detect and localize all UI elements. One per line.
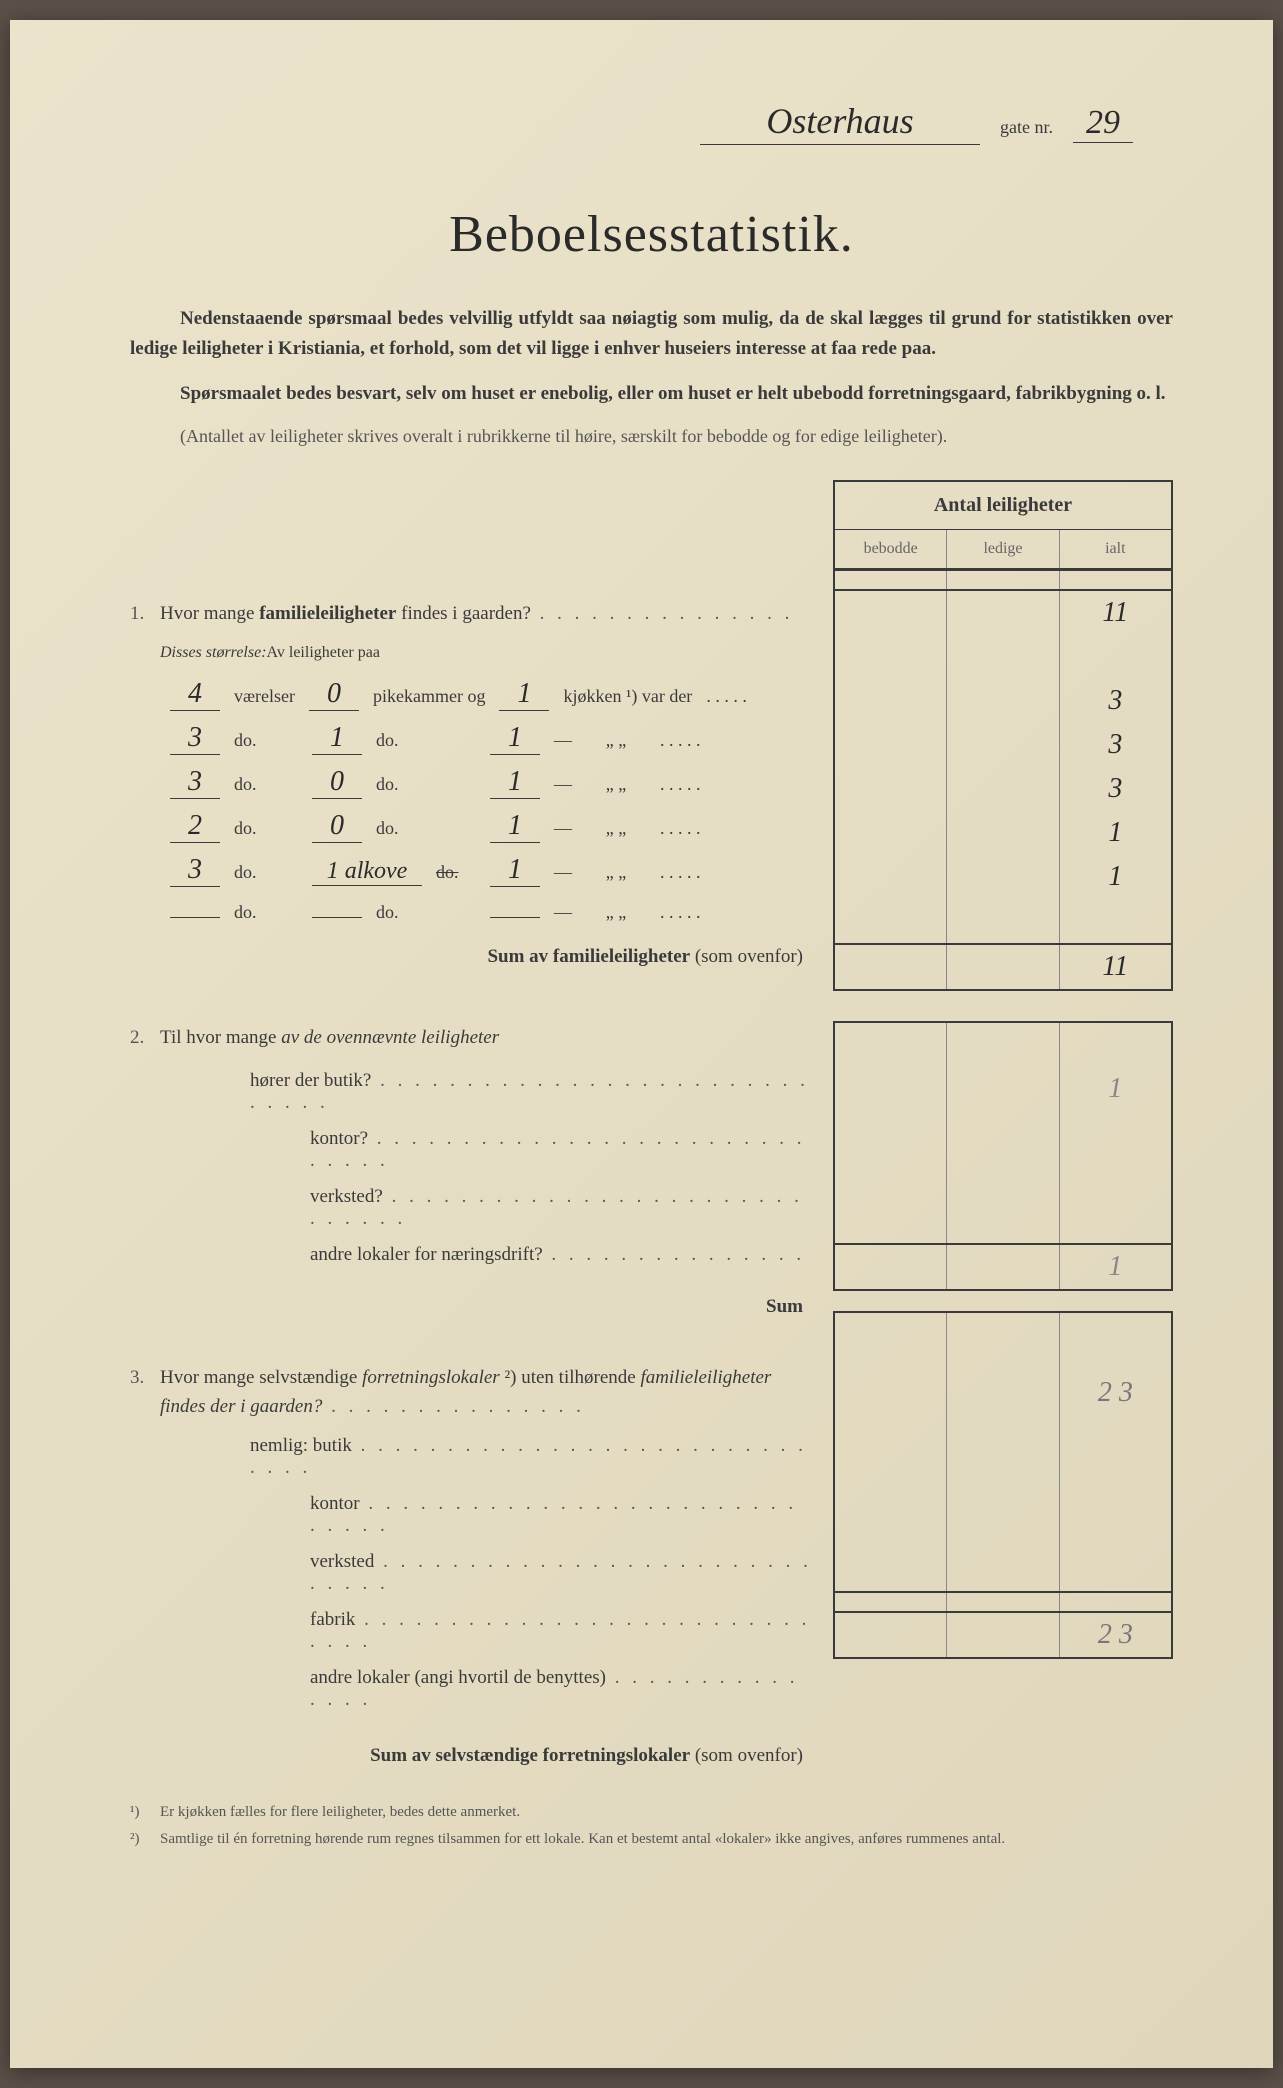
- q1-row: 1. Hvor mange familieleiligheter findes …: [130, 588, 813, 632]
- gate-label: gate nr.: [1000, 117, 1053, 138]
- totals-column: Antal leiligheter bebodde ledige ialt 11…: [833, 480, 1173, 1781]
- q3-fabrik: fabrik: [130, 1595, 813, 1653]
- q1-row5-cells: 1: [833, 855, 1173, 899]
- footnote-2: ²) Samtlige til én forretning hørende ru…: [130, 1828, 1173, 1851]
- q1-num: 1.: [130, 603, 160, 625]
- col-header-sub: bebodde ledige ialt: [835, 530, 1171, 568]
- street-name: Osterhaus: [700, 100, 980, 145]
- intro-p2: Spørsmaalet bedes besvart, selv om huset…: [130, 379, 1173, 409]
- q1-total-cells: 11: [833, 589, 1173, 635]
- q2-verksted: verksted?: [130, 1172, 813, 1230]
- q3-sum-cells: 2 3: [833, 1611, 1173, 1659]
- q2-text: Til hvor mange av de ovennævnte leilighe…: [160, 1024, 813, 1053]
- document-page: Osterhaus gate nr. 29 Beboelsesstatistik…: [10, 20, 1273, 2068]
- col-bebodde: bebodde: [835, 530, 947, 568]
- q2-butik: hører der butik?: [130, 1056, 813, 1114]
- q1-spec-row-1: 4 værelser 0 pikekammer og 1 kjøkken ¹) …: [130, 668, 813, 712]
- rooms-val: 4: [170, 678, 220, 711]
- q1-row3-cells: 3: [833, 767, 1173, 811]
- q1-spec-row-6: do. do. — „ „ . . . . .: [130, 888, 813, 932]
- q1-sum-cells: 11: [833, 943, 1173, 991]
- q1-size-label: Disses størrelse: Av leiligheter paa: [130, 632, 813, 668]
- q2-butik-cells: 1: [833, 1067, 1173, 1111]
- q2-row: 2. Til hvor mange av de ovennævnte leili…: [130, 1012, 813, 1056]
- intro-note: (Antallet av leiligheter skrives overalt…: [130, 423, 1173, 450]
- q2-sum-label: Sum: [130, 1282, 813, 1332]
- q1-row1-cells: 3: [833, 679, 1173, 723]
- kitchen-val: 1: [499, 678, 549, 711]
- q3-andre: andre lokaler (angi hvortil de benyttes): [130, 1653, 813, 1711]
- q2-num: 2.: [130, 1027, 160, 1049]
- footnotes: ¹) Er kjøkken fælles for flere leilighet…: [130, 1801, 1173, 1850]
- q1-sum: 11: [1060, 945, 1171, 989]
- footnote-1: ¹) Er kjøkken fælles for flere leilighet…: [130, 1801, 1173, 1824]
- q1-sum-label: Sum av familieleiligheter (som ovenfor): [130, 932, 813, 982]
- intro-p1: Nedenstaaende spørsmaal bedes velvillig …: [130, 304, 1173, 365]
- q1-text: Hvor mange familieleiligheter findes i g…: [160, 600, 813, 629]
- main-table: 1. Hvor mange familieleiligheter findes …: [130, 480, 1173, 1781]
- q3-verksted: verksted: [130, 1537, 813, 1595]
- q1-row2-cells: 3: [833, 723, 1173, 767]
- q1-spec-row-5: 3 do. 1 alkove do. 1 — „ „ . . . . .: [130, 844, 813, 888]
- q1-total: 11: [1060, 591, 1171, 635]
- q3-num: 3.: [130, 1367, 160, 1389]
- col-header: Antal leiligheter bebodde ledige ialt: [833, 480, 1173, 569]
- q1-spec-row-4: 2 do. 0 do. 1 — „ „ . . . . .: [130, 800, 813, 844]
- pk-val: 0: [309, 678, 359, 711]
- page-title: Beboelsesstatistik.: [130, 205, 1173, 264]
- q3-text: Hvor mange selvstændige forretningslokal…: [160, 1364, 813, 1421]
- q3-row: 3. Hvor mange selvstændige forretningslo…: [130, 1352, 813, 1421]
- q3-sum-label: Sum av selvstændige forretningslokaler (…: [130, 1731, 813, 1781]
- q1-row4-cells: 1: [833, 811, 1173, 855]
- questions-column: 1. Hvor mange familieleiligheter findes …: [130, 480, 833, 1781]
- header-line: Osterhaus gate nr. 29: [130, 100, 1133, 145]
- col-header-title: Antal leiligheter: [835, 482, 1171, 530]
- q1-row6-cells: [833, 899, 1173, 943]
- gate-number: 29: [1073, 104, 1133, 143]
- q1-spec-row-2: 3 do. 1 do. 1 — „ „ . . . . .: [130, 712, 813, 756]
- q2-sum: 1: [1060, 1245, 1171, 1289]
- q3-nemlig-cells: 2 3: [833, 1371, 1173, 1415]
- q3-kontor: kontor: [130, 1479, 813, 1537]
- q3-nemlig: nemlig: butik: [130, 1421, 813, 1479]
- q1-spec-row-3: 3 do. 0 do. 1 — „ „ . . . . .: [130, 756, 813, 800]
- q2-andre: andre lokaler for næringsdrift?: [130, 1230, 813, 1282]
- q3-sum: 2 3: [1060, 1613, 1171, 1657]
- q2-sum-cells: 1: [833, 1243, 1173, 1291]
- col-ialt: ialt: [1060, 530, 1171, 568]
- col-ledige: ledige: [947, 530, 1059, 568]
- q2-kontor: kontor?: [130, 1114, 813, 1172]
